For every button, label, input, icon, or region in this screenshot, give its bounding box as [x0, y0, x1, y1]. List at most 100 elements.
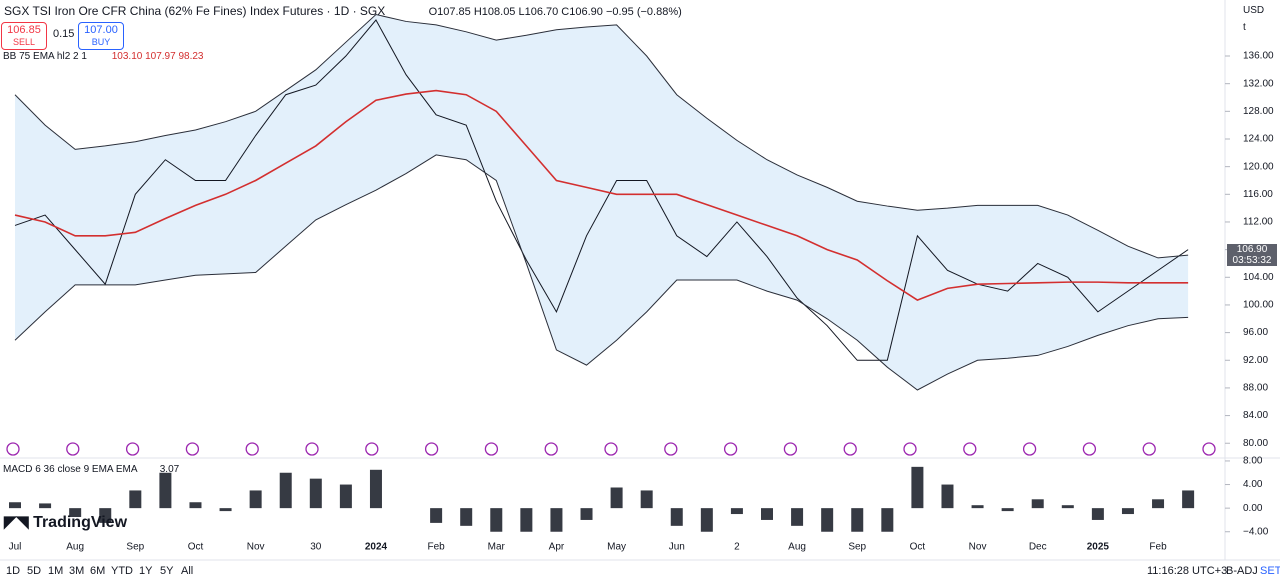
- x-tick-label: Dec: [1029, 542, 1047, 553]
- range-button[interactable]: All: [181, 565, 194, 577]
- macd-bar: [670, 508, 683, 526]
- event-icon: [843, 442, 857, 456]
- adjustment[interactable]: B-ADJ: [1226, 565, 1258, 577]
- event-icon: [424, 442, 439, 456]
- currency[interactable]: USD: [1243, 5, 1265, 16]
- y-tick-label: 124.00: [1243, 134, 1274, 145]
- macd-bar: [1031, 499, 1044, 509]
- x-tick-label: Mar: [488, 542, 506, 553]
- logo: ◤◥ TradingView: [4, 514, 128, 531]
- logo-text: TradingView: [33, 514, 128, 531]
- event-icon: [783, 442, 798, 456]
- event-icon: [1142, 442, 1156, 456]
- x-tick-label: Jul: [9, 542, 22, 553]
- clock: 11:16:28 UTC+3: [1147, 565, 1228, 577]
- y-tick-label: 132.00: [1243, 78, 1274, 89]
- range-button[interactable]: 6M: [90, 565, 106, 577]
- macd-bar: [279, 472, 292, 509]
- range-button[interactable]: 5D: [27, 565, 42, 577]
- x-tick-label: Aug: [788, 542, 806, 553]
- y-tick-label: 0.00: [1243, 503, 1263, 514]
- macd-bar: [971, 505, 984, 509]
- x-tick-label: Aug: [66, 542, 84, 553]
- event-icon: [365, 442, 379, 456]
- buy-button[interactable]: 107.00 BUY: [78, 22, 124, 50]
- event-icon: [125, 442, 140, 456]
- range-button[interactable]: 5Y: [160, 565, 174, 577]
- macd-bar: [129, 490, 142, 509]
- x-tick-label: Feb: [428, 542, 446, 553]
- x-tick-label: May: [607, 542, 626, 553]
- macd-bar: [189, 502, 202, 509]
- x-tick-label: Jun: [669, 542, 685, 553]
- macd-bar: [99, 508, 112, 523]
- ohlc: O107.85 H108.05 L106.70 C106.90 −0.95 (−…: [428, 6, 682, 18]
- x-tick-label: Sep: [848, 542, 866, 553]
- x-tick-label: Feb: [1149, 542, 1167, 553]
- last-price-box: 106.90 03:53:32: [1227, 243, 1277, 266]
- macd-bar: [249, 490, 262, 509]
- bb-label: BB 75 EMA hl2 2 1: [3, 51, 87, 62]
- macd-bar: [430, 508, 443, 523]
- macd-bar: [791, 508, 804, 526]
- bb-legend: BB 75 EMA hl2 2 1 103.10 107.97 98.23: [3, 51, 204, 62]
- x-tick-label: Apr: [549, 542, 565, 553]
- x-tick-label: Sep: [126, 542, 144, 553]
- macd-bar: [640, 490, 653, 509]
- event-icon: [1022, 442, 1037, 456]
- y-tick-label: 80.00: [1243, 438, 1268, 449]
- macd-bar: [369, 469, 382, 509]
- sell-price: 106.85: [7, 24, 41, 36]
- sell-label: SELL: [12, 37, 36, 47]
- series-line: [14, 89, 1189, 301]
- event-icon: [544, 442, 558, 456]
- range-button[interactable]: YTD: [111, 565, 133, 577]
- sell-button[interactable]: 106.85 SELL: [1, 22, 47, 50]
- band-fill: [15, 14, 1189, 391]
- x-tick-label: 2: [734, 542, 740, 553]
- y-tick-label: 136.00: [1243, 51, 1274, 62]
- event-icon: [66, 442, 80, 456]
- series-line: [14, 13, 1189, 259]
- event-icon: [723, 442, 738, 456]
- y-tick-label: 88.00: [1243, 383, 1268, 394]
- macd-bar: [339, 484, 352, 509]
- macd-bar: [159, 472, 172, 509]
- macd-bar: [1001, 508, 1014, 512]
- macd-bar: [1121, 508, 1134, 515]
- range-button[interactable]: 1D: [6, 565, 21, 577]
- x-tick-label: Oct: [910, 542, 926, 553]
- macd-bar: [460, 508, 473, 526]
- y-tick-label: 8.00: [1243, 456, 1263, 467]
- buy-price: 107.00: [84, 24, 118, 36]
- macd-bar: [730, 508, 743, 515]
- y-tick-label: 92.00: [1243, 355, 1268, 366]
- bb-values: 103.10 107.97 98.23: [111, 51, 204, 62]
- unit[interactable]: t: [1243, 22, 1246, 33]
- x-tick-label: Nov: [247, 542, 265, 553]
- series-line: [14, 154, 1189, 391]
- countdown: 03:53:32: [1232, 254, 1272, 266]
- macd-bar: [1152, 499, 1165, 509]
- y-tick-label: −4.00: [1243, 526, 1269, 537]
- macd-bar: [580, 508, 593, 520]
- range-button[interactable]: 1M: [48, 565, 64, 577]
- macd-bar: [490, 508, 503, 532]
- x-tick-label: Oct: [188, 542, 204, 553]
- range-button[interactable]: 3M: [69, 565, 85, 577]
- spread: 0.15: [53, 28, 75, 40]
- macd-bar: [520, 508, 533, 532]
- range-button[interactable]: 1Y: [139, 565, 153, 577]
- macd-bar: [1182, 490, 1195, 509]
- x-tick-label: 30: [310, 542, 322, 553]
- macd-bar: [219, 508, 232, 512]
- macd-bar: [821, 508, 834, 532]
- event-icon: [245, 442, 259, 456]
- symbol-title: SGX TSI Iron Ore CFR China (62% Fe Fines…: [4, 4, 682, 18]
- macd-bar: [610, 487, 623, 509]
- y-tick-label: 4.00: [1243, 479, 1263, 490]
- session[interactable]: SET: [1260, 565, 1280, 577]
- macd-bar: [851, 508, 864, 532]
